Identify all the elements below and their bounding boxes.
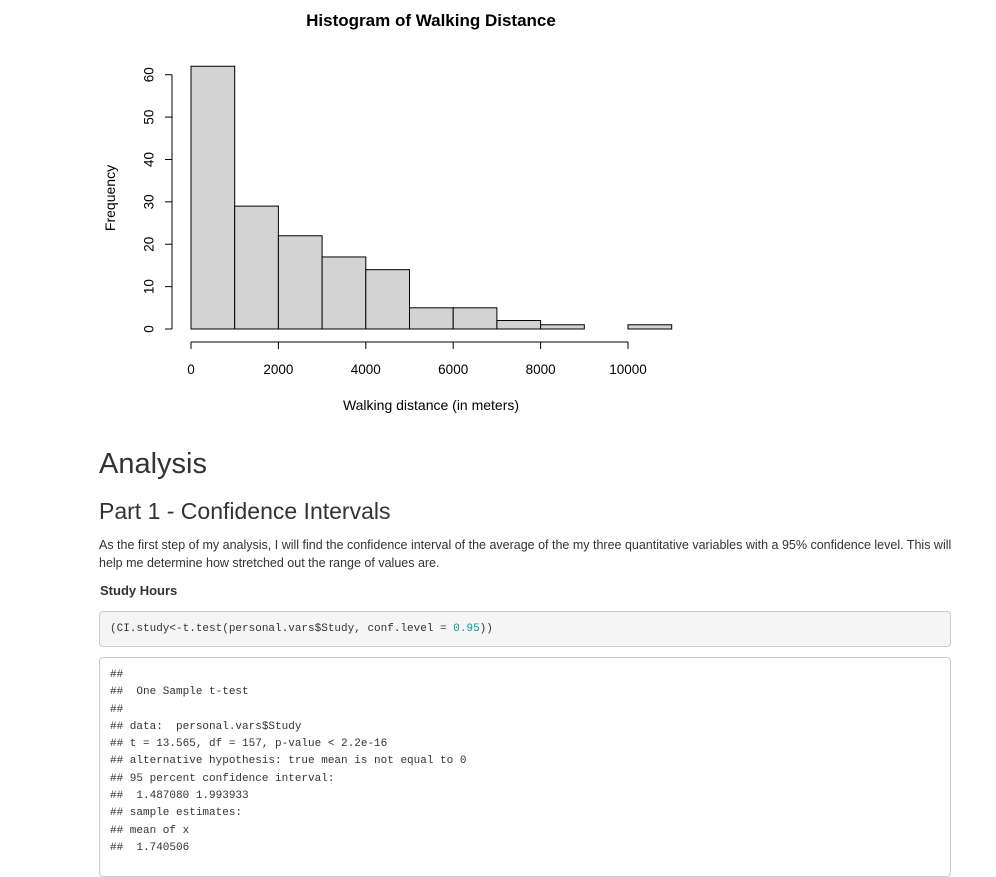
histogram-bar bbox=[452, 307, 498, 330]
walking-distance-histogram: Histogram of Walking Distance 0 2000 4000 6… bbox=[102, 11, 673, 413]
code-text: (CI.study<-t.test(personal.vars$Study, c… bbox=[110, 623, 454, 635]
confidence-intervals-heading: Part 1 - Confidence Intervals bbox=[99, 498, 391, 524]
histogram-bar bbox=[321, 256, 367, 330]
x-tick-label: 6000 bbox=[438, 362, 468, 377]
study-hours-title: Study Hours bbox=[100, 583, 178, 598]
code-number: 0.95 bbox=[453, 623, 480, 635]
histogram-bar bbox=[409, 307, 454, 330]
histogram-bar bbox=[365, 269, 410, 330]
code-chunk[interactable]: (CI.study<-t.test(personal.vars$Study, c… bbox=[99, 611, 951, 647]
histogram-bar bbox=[234, 205, 279, 330]
chart-title: Histogram of Walking Distance bbox=[306, 11, 556, 30]
y-tick-label: 30 bbox=[142, 194, 157, 209]
output-line: ## alternative hypothesis: true mean is … bbox=[110, 755, 467, 768]
histogram-bar bbox=[190, 65, 236, 330]
analysis-heading: Analysis bbox=[99, 448, 207, 480]
output-line: ## mean of x bbox=[110, 824, 190, 837]
y-tick-label: 60 bbox=[142, 67, 157, 82]
histogram-bar bbox=[540, 324, 585, 330]
output-line: ## 95 percent confidence interval: bbox=[110, 772, 335, 785]
x-tick-label: 2000 bbox=[263, 362, 293, 377]
output-line: ## data: personal.vars$Study bbox=[110, 720, 302, 733]
output-line: ## One Sample t-test bbox=[110, 686, 249, 699]
x-tick-label: 4000 bbox=[351, 362, 381, 377]
output-line: ## bbox=[110, 703, 124, 716]
y-axis-label: Frequency bbox=[102, 165, 118, 231]
histogram-bar bbox=[627, 324, 673, 330]
histogram-bars bbox=[190, 65, 673, 330]
x-axis-label: Walking distance (in meters) bbox=[343, 397, 519, 413]
code-text-end: )) bbox=[479, 623, 493, 635]
y-tick-label: 0 bbox=[142, 325, 157, 333]
x-tick-label: 0 bbox=[187, 362, 195, 377]
chart-axes: 0 2000 4000 6000 8000 10000 0 10 20 30 40 50 60 bbox=[142, 67, 647, 377]
y-tick-label: 50 bbox=[142, 110, 157, 125]
x-tick-label: 8000 bbox=[526, 362, 556, 377]
output-line: ## sample estimates: bbox=[110, 807, 243, 820]
histogram-bar bbox=[496, 320, 542, 330]
intro-paragraph: As the first step of my analysis, I will… bbox=[99, 538, 952, 570]
output-line: ## 1.487080 1.993933 bbox=[110, 790, 249, 803]
histogram-bar bbox=[277, 235, 323, 330]
x-tick-label: 10000 bbox=[609, 362, 647, 377]
y-tick-label: 10 bbox=[142, 279, 157, 294]
output-line: ## t = 13.565, df = 157, p-value < 2.2e-… bbox=[110, 738, 388, 751]
y-tick-label: 20 bbox=[142, 237, 157, 252]
code-output[interactable]: ## ## One Sample t-test ## ## data: pers… bbox=[99, 657, 951, 877]
output-line: ## bbox=[110, 669, 124, 681]
y-tick-label: 40 bbox=[142, 152, 157, 167]
output-line: ## 1.740506 bbox=[110, 841, 190, 854]
